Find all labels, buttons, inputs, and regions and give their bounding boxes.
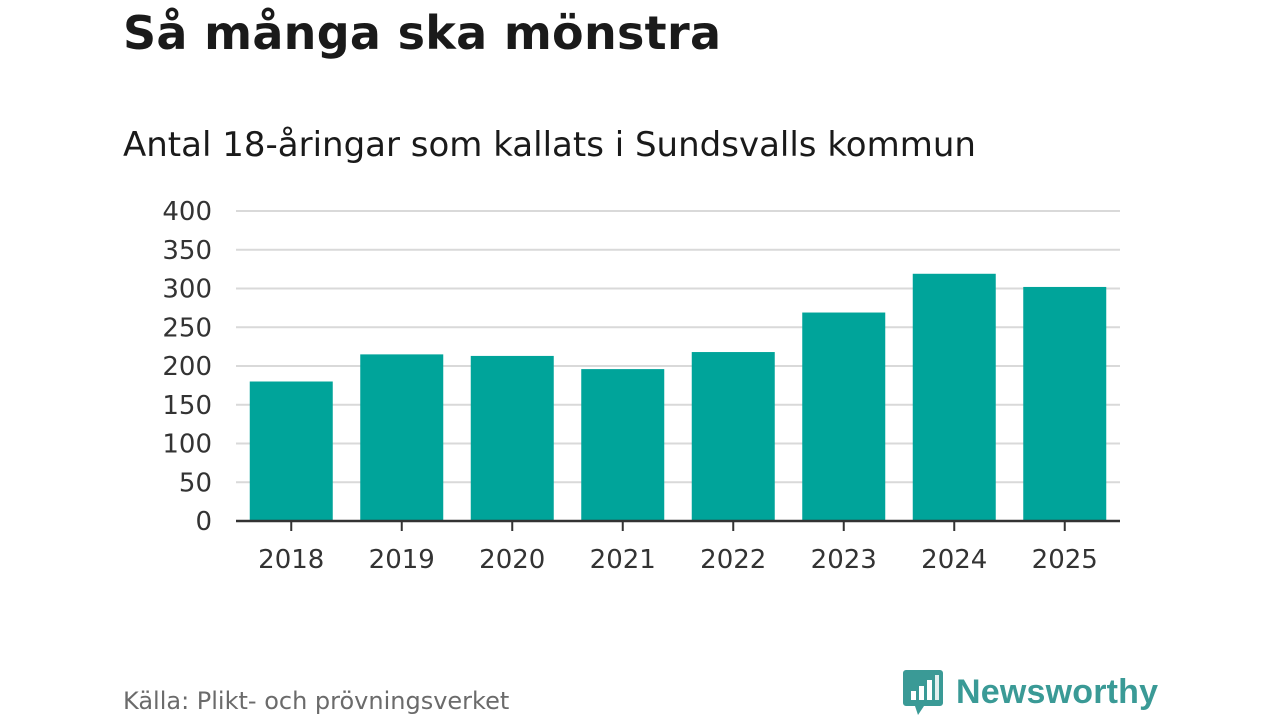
bar-chart: 0 50 100 150 200 250 300 350 400 2018 2019 2020 2021… — [162, 197, 1120, 575]
bar — [912, 273, 996, 521]
x-tick-label: 2025 — [1032, 545, 1098, 575]
x-tick-label: 2022 — [700, 545, 766, 575]
y-tick-label: 100 — [162, 430, 212, 460]
bar — [1023, 286, 1107, 521]
bar — [802, 312, 886, 521]
bar — [691, 352, 775, 521]
x-tick-label: 2020 — [479, 545, 545, 575]
y-tick-label: 300 — [162, 275, 212, 305]
brand-name: Newsworthy — [956, 672, 1159, 711]
y-tick-label: 0 — [195, 507, 212, 537]
y-tick-label: 400 — [162, 197, 212, 227]
y-tick-label: 50 — [179, 468, 212, 498]
y-tick-label: 200 — [162, 352, 212, 382]
x-tick-label: 2019 — [369, 545, 435, 575]
bar — [249, 381, 333, 521]
y-tick-label: 350 — [162, 236, 212, 266]
x-tick-label: 2023 — [811, 545, 877, 575]
y-tick-label: 250 — [162, 313, 212, 343]
x-tick-label: 2024 — [921, 545, 987, 575]
x-tick-label: 2018 — [258, 545, 324, 575]
newsworthy-logo-icon — [903, 670, 943, 715]
chart-title: Så många ska mönstra — [123, 6, 722, 60]
x-tick-label: 2021 — [590, 545, 656, 575]
bar — [470, 355, 554, 521]
bar — [360, 354, 444, 521]
chart-subtitle: Antal 18-åringar som kallats i Sundsvall… — [123, 125, 976, 165]
brand-logo: Newsworthy — [902, 668, 1158, 716]
source-note: Källa: Plikt- och prövningsverket — [123, 687, 510, 715]
y-tick-label: 150 — [162, 391, 212, 421]
bar — [581, 369, 665, 521]
